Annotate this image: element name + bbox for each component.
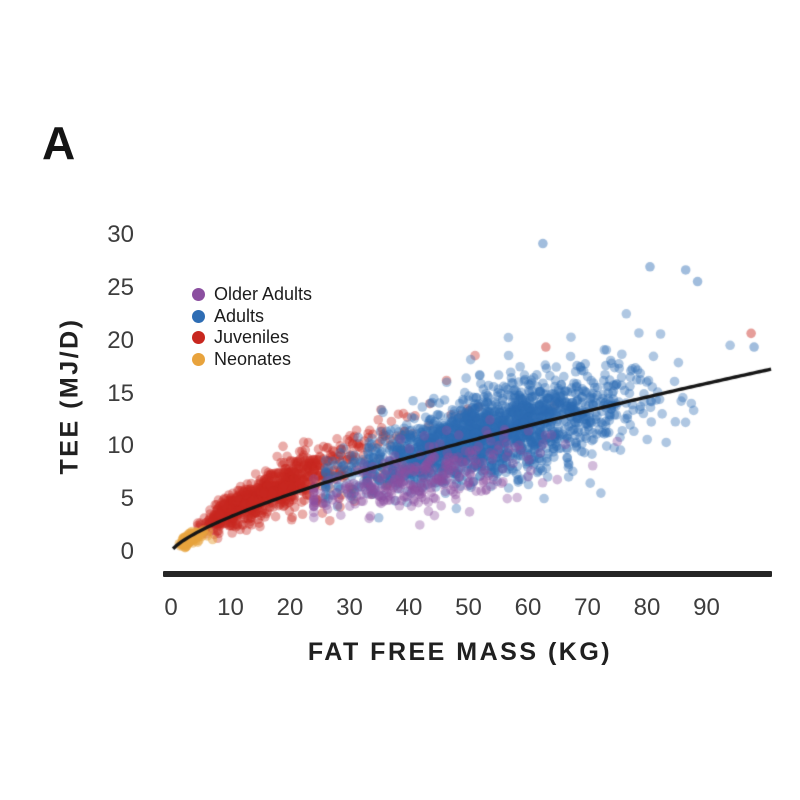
- legend-label: Older Adults: [214, 284, 313, 305]
- older-adults-dot-icon: [192, 288, 205, 302]
- juveniles-dot-icon: [192, 331, 205, 345]
- legend-item-older-adults: Older Adults: [192, 284, 312, 306]
- x-tick-label: 40: [395, 594, 423, 621]
- x-tick-label: 20: [276, 594, 304, 621]
- legend-label: Adults: [214, 305, 265, 326]
- y-tick-label: 10: [107, 432, 134, 460]
- y-tick-label: 5: [120, 485, 134, 513]
- x-tick-label: 10: [217, 594, 244, 621]
- y-tick-label: 30: [107, 221, 134, 249]
- x-tick-label: 80: [633, 594, 661, 621]
- x-tick-label: 0: [164, 594, 178, 621]
- panel-label: A: [42, 117, 76, 169]
- x-tick-label: 70: [574, 594, 601, 621]
- neonates-dot-icon: [192, 352, 205, 366]
- x-axis-line: [163, 571, 772, 577]
- legend-item-juveniles: Juveniles: [192, 327, 312, 349]
- y-tick-label: 25: [107, 273, 134, 301]
- y-tick-label: 15: [107, 379, 134, 407]
- legend-label: Juveniles: [214, 327, 290, 348]
- x-tick-label: 90: [693, 594, 720, 621]
- x-tick-label: 30: [336, 594, 363, 621]
- y-tick-label: 20: [107, 326, 134, 354]
- legend-label: Neonates: [214, 348, 292, 369]
- y-tick-label: 0: [120, 538, 134, 565]
- adults-dot-icon: [192, 309, 205, 323]
- x-tick-label: 60: [514, 594, 542, 621]
- legend-item-adults: Adults: [192, 306, 312, 328]
- legend-item-neonates: Neonates: [192, 349, 312, 371]
- x-axis-title: FAT FREE MASS (KG): [307, 638, 613, 666]
- x-tick-label: 50: [455, 594, 482, 621]
- legend: Older Adults Adults Juveniles Neonates: [192, 284, 312, 370]
